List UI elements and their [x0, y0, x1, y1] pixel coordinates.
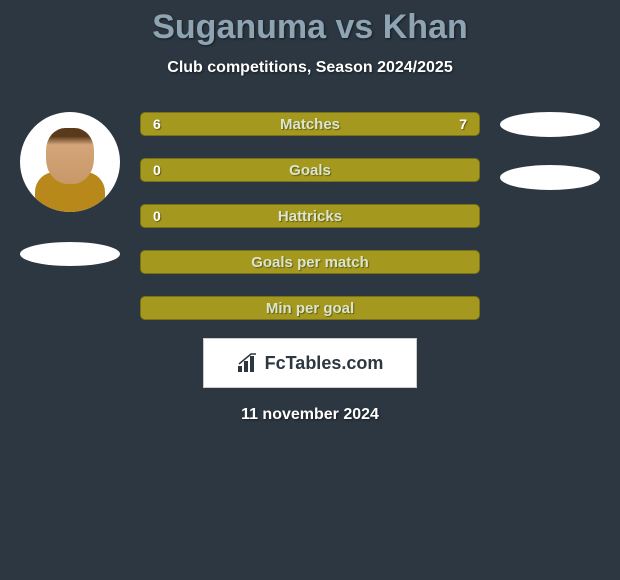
player-left-nameplate: [20, 242, 120, 266]
stat-label: Hattricks: [278, 208, 342, 225]
stat-left-value: 0: [153, 162, 161, 178]
stat-left-value: 6: [153, 116, 161, 132]
stat-bar-min-per-goal: Min per goal: [140, 296, 480, 320]
player-right-ellipse-2: [500, 165, 600, 190]
stat-label: Goals: [289, 162, 331, 179]
stat-label: Min per goal: [266, 300, 354, 317]
comparison-area: 6 Matches 7 0 Goals 0 Hattricks Goals pe…: [0, 112, 620, 320]
date-text: 11 november 2024: [241, 406, 379, 424]
chart-icon: [237, 353, 259, 373]
stats-column: 6 Matches 7 0 Goals 0 Hattricks Goals pe…: [140, 112, 480, 320]
player-right-ellipse-1: [500, 112, 600, 137]
stat-bar-goals-per-match: Goals per match: [140, 250, 480, 274]
stat-left-value: 0: [153, 208, 161, 224]
page-subtitle: Club competitions, Season 2024/2025: [167, 59, 452, 77]
page-title: Suganuma vs Khan: [152, 8, 468, 47]
player-left-column: [20, 112, 120, 266]
logo-text: FcTables.com: [265, 353, 384, 374]
stat-label: Matches: [280, 116, 340, 133]
stat-right-value: 7: [459, 116, 467, 132]
stat-bar-matches: 6 Matches 7: [140, 112, 480, 136]
stat-bar-hattricks: 0 Hattricks: [140, 204, 480, 228]
player-left-avatar: [20, 112, 120, 212]
avatar-figure: [35, 124, 105, 212]
avatar-head: [46, 128, 94, 184]
stat-label: Goals per match: [251, 254, 369, 271]
branding-logo: FcTables.com: [203, 338, 417, 388]
player-right-column: [500, 112, 600, 190]
stat-bar-goals: 0 Goals: [140, 158, 480, 182]
